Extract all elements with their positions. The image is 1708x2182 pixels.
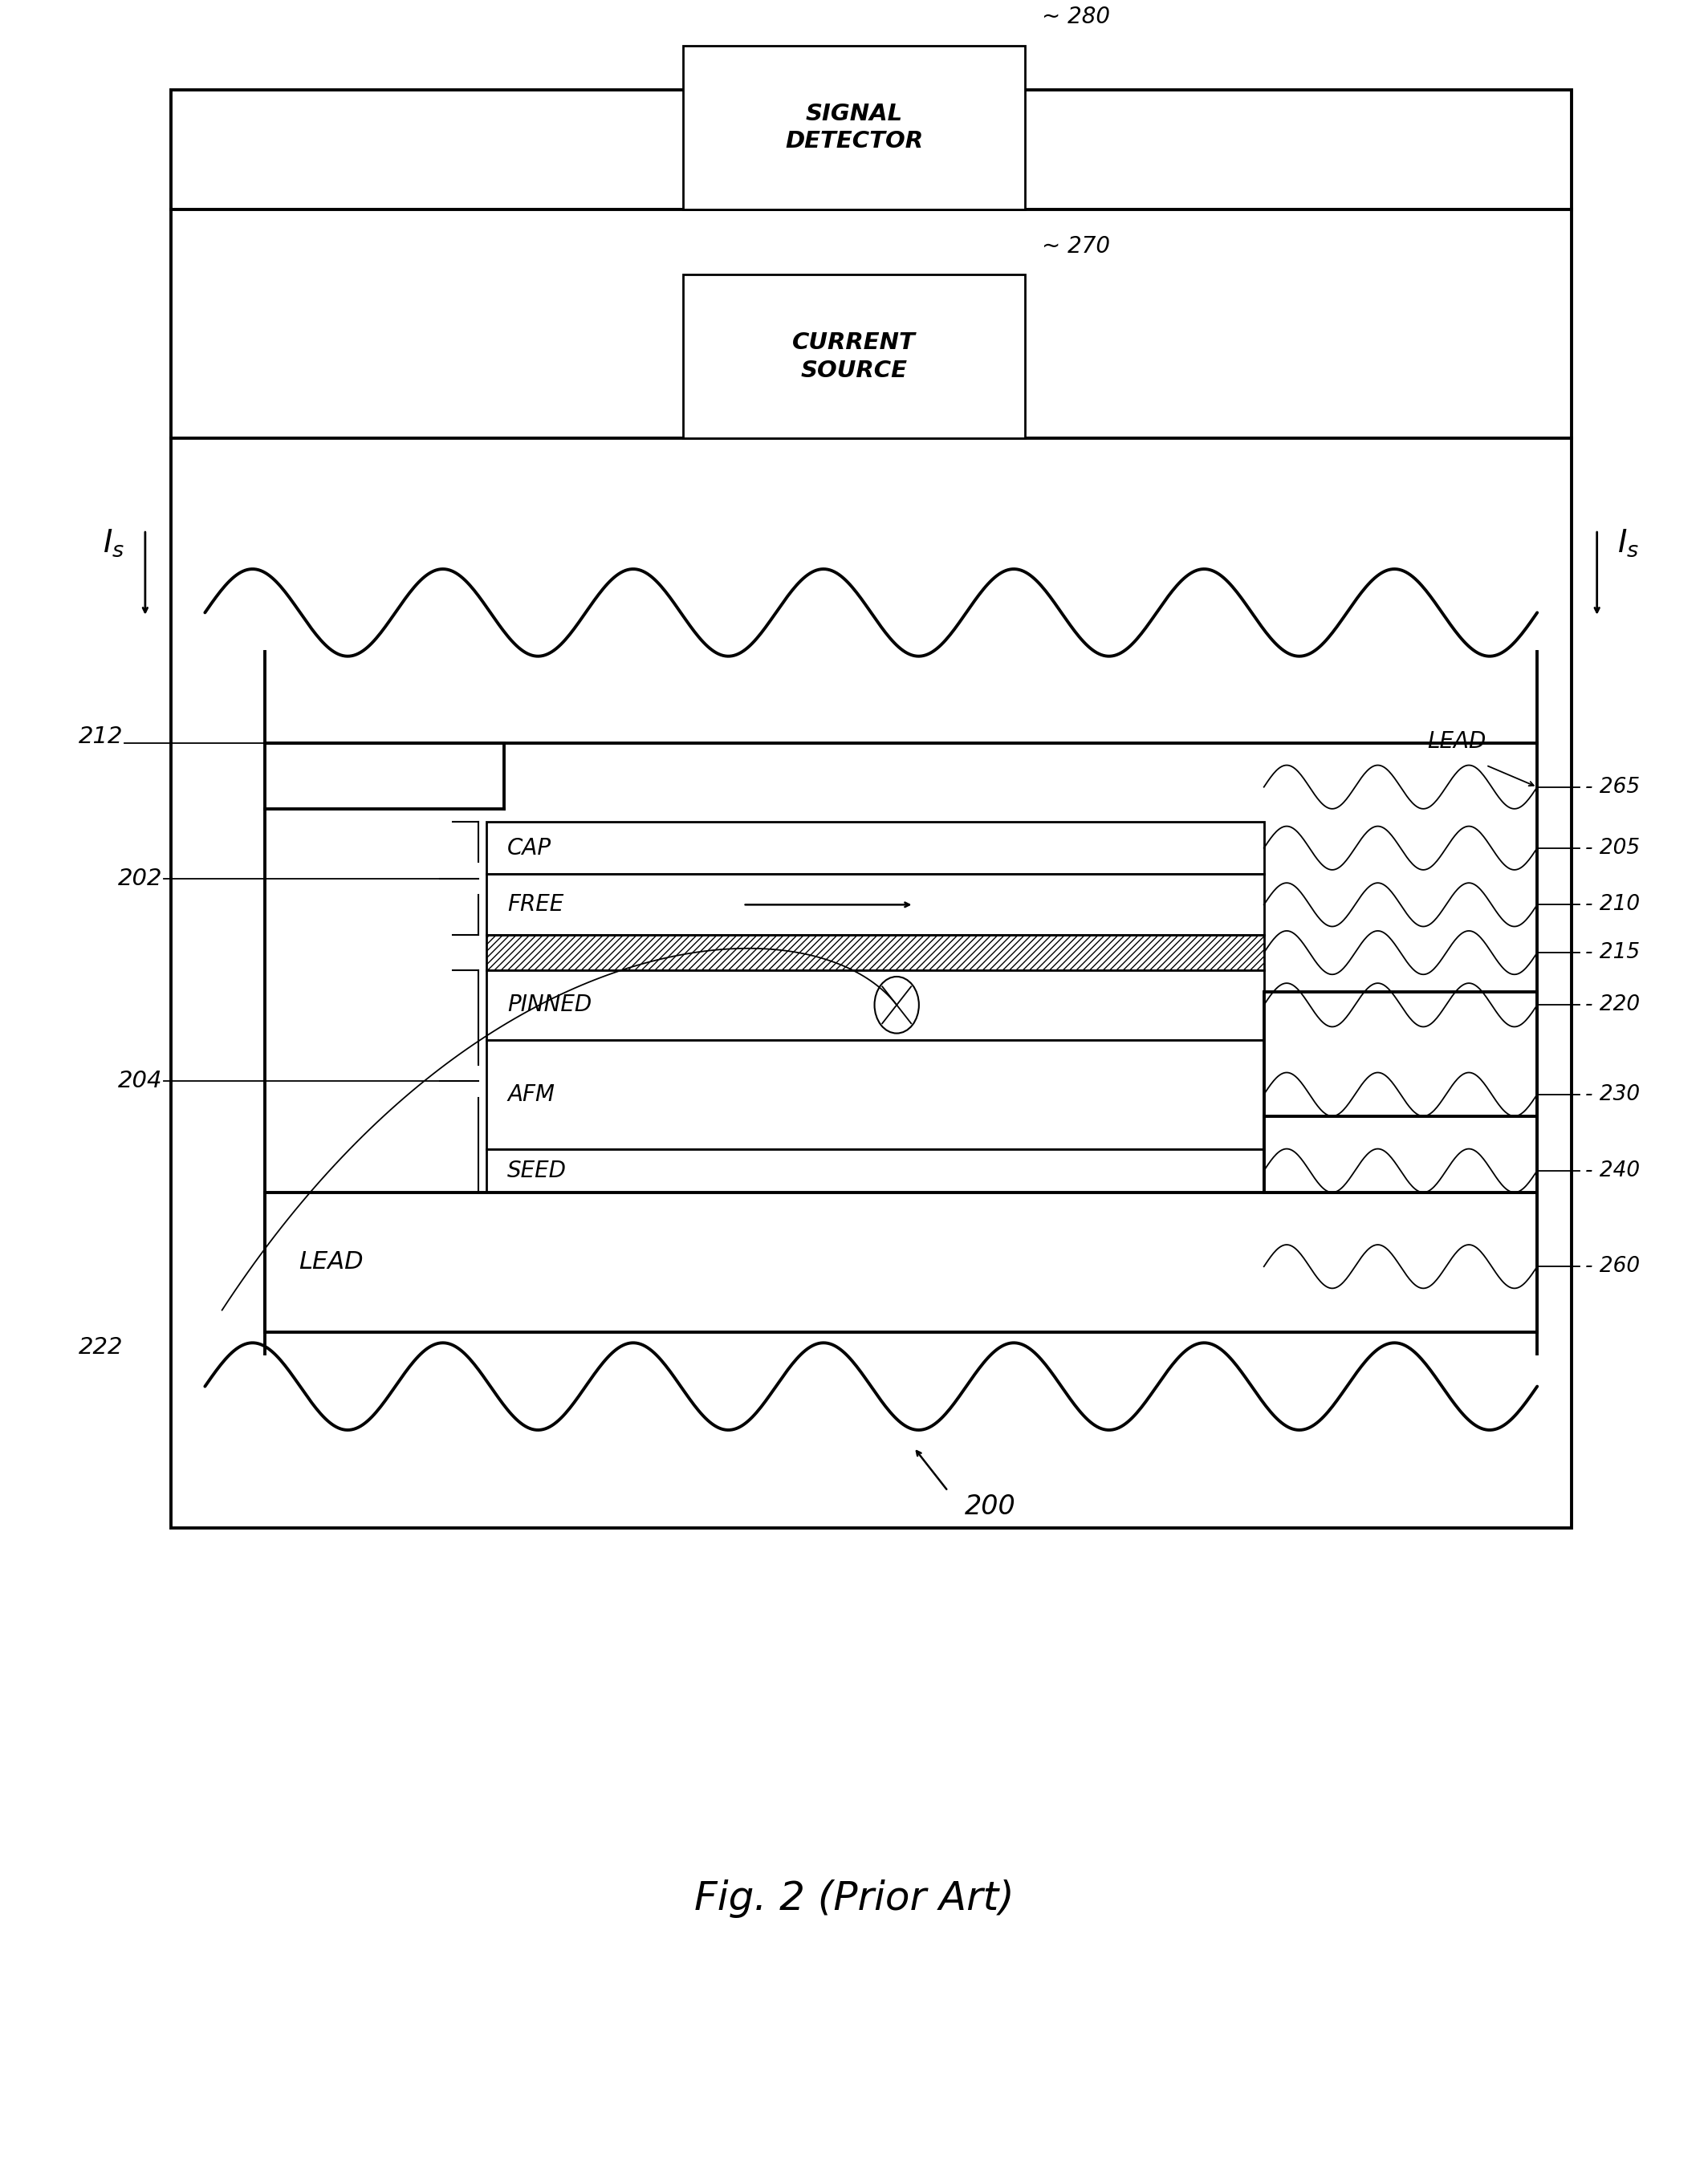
Text: - 220: - 220 — [1585, 995, 1640, 1015]
Text: - 260: - 260 — [1585, 1257, 1640, 1276]
Text: 204: 204 — [118, 1069, 162, 1093]
Bar — [683, 275, 1025, 439]
Text: FREE: FREE — [507, 892, 564, 916]
Text: SEED: SEED — [507, 1159, 567, 1183]
Text: ~ 270: ~ 270 — [1042, 236, 1110, 257]
Text: - 205: - 205 — [1585, 838, 1640, 858]
Text: 202: 202 — [118, 866, 162, 890]
Bar — [265, 1191, 1537, 1331]
Text: SIGNAL
DETECTOR: SIGNAL DETECTOR — [786, 103, 922, 153]
Bar — [487, 1150, 1264, 1191]
Bar — [683, 46, 1025, 209]
Bar — [487, 936, 1264, 971]
Text: - 240: - 240 — [1585, 1161, 1640, 1180]
Bar — [487, 971, 1264, 1041]
Text: 200: 200 — [965, 1492, 1016, 1519]
Bar — [1264, 993, 1537, 1191]
Text: CURRENT
SOURCE: CURRENT SOURCE — [793, 332, 915, 382]
Bar — [171, 89, 1571, 1527]
Text: PINNED: PINNED — [507, 993, 591, 1017]
Bar — [487, 1041, 1264, 1150]
Bar — [1264, 1117, 1537, 1191]
Text: CAP: CAP — [507, 836, 552, 860]
Text: 212: 212 — [79, 727, 123, 748]
Text: ~ 280: ~ 280 — [1042, 7, 1110, 28]
Text: 222: 222 — [79, 1335, 123, 1359]
Text: LEAD: LEAD — [299, 1250, 364, 1274]
Bar — [487, 875, 1264, 936]
Bar — [487, 823, 1264, 875]
Text: LEAD: LEAD — [1428, 731, 1486, 753]
Text: Fig. 2 (Prior Art): Fig. 2 (Prior Art) — [693, 1879, 1015, 1918]
Text: - 210: - 210 — [1585, 895, 1640, 914]
Text: - 215: - 215 — [1585, 943, 1640, 962]
Text: - 230: - 230 — [1585, 1084, 1640, 1104]
Text: $I_s$: $I_s$ — [102, 528, 125, 559]
Text: $I_s$: $I_s$ — [1617, 528, 1640, 559]
Text: AFM: AFM — [507, 1082, 555, 1106]
Text: - 265: - 265 — [1585, 777, 1640, 796]
